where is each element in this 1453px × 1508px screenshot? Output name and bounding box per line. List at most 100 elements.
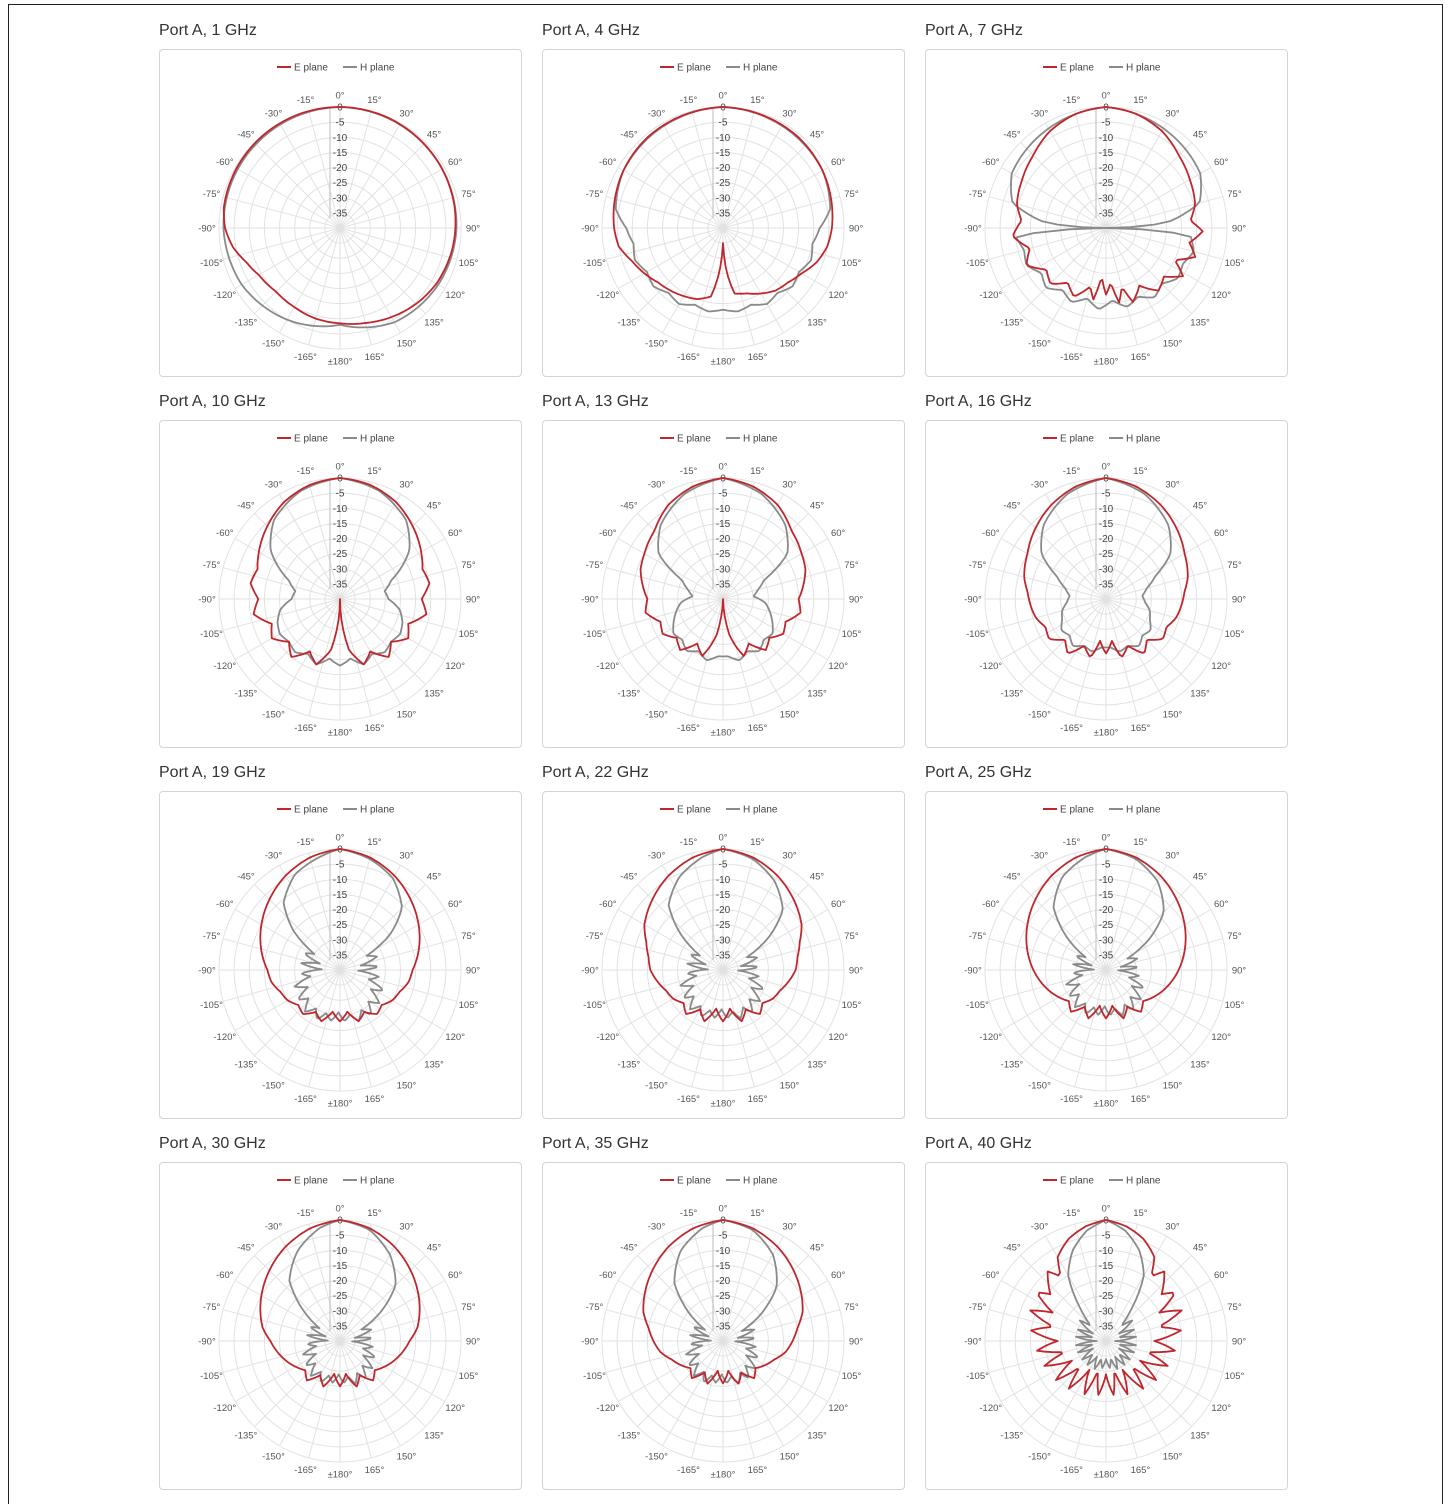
angle-tick-label: 120° [828, 290, 848, 301]
grid-spoke [691, 1340, 724, 1459]
grid-spoke [662, 1235, 724, 1342]
grid-spoke [722, 567, 841, 600]
angle-tick-label: 150° [1163, 1081, 1183, 1092]
angle-tick-label: -150° [262, 339, 285, 350]
grid-spoke [662, 1340, 724, 1447]
grid-spoke [339, 122, 401, 229]
angle-tick-label: 45° [427, 129, 442, 140]
angle-tick-label: -165° [1060, 352, 1083, 363]
angle-tick-label: 30° [399, 1221, 414, 1232]
angle-tick-label: 15° [750, 466, 765, 477]
series-e-plane [249, 477, 431, 666]
legend: E plane H plane [1043, 63, 1161, 74]
grid-spoke [254, 1340, 341, 1427]
grid-spoke [1105, 227, 1167, 334]
radial-tick-label: -30 [1099, 1306, 1114, 1317]
angle-tick-label: -105° [583, 258, 606, 269]
angle-tick-label: -135° [1001, 1431, 1024, 1442]
grid-spoke [637, 142, 724, 229]
grid-spoke [722, 938, 841, 971]
angle-tick-label: -165° [677, 352, 700, 363]
angle-tick-label: -60° [982, 1270, 1000, 1281]
grid-spoke [722, 852, 755, 971]
angle-tick-label: -75° [969, 931, 987, 942]
angle-tick-label: ±180° [328, 1099, 353, 1110]
polar-chart: E plane H plane 0° 15° 30° 45° 60° 75° 90° 105° 12… [198, 63, 480, 368]
grid-spoke [637, 969, 724, 1056]
angle-tick-label: -30° [265, 1221, 283, 1232]
grid-spoke [222, 598, 341, 631]
angle-tick-label: 60° [448, 157, 463, 168]
angle-tick-label: -90° [198, 966, 216, 977]
legend-label-e-plane: E plane [294, 805, 328, 816]
grid-spoke [617, 1280, 724, 1342]
angle-tick-label: 135° [807, 689, 827, 700]
grid-spoke [1020, 513, 1107, 600]
grid-spoke [308, 481, 341, 600]
grid-spoke [1105, 481, 1138, 600]
grid-spoke [722, 1340, 755, 1459]
angle-tick-label: -135° [235, 689, 258, 700]
grid-spoke [1105, 142, 1192, 229]
legend: E plane H plane [660, 63, 778, 74]
angle-tick-label: -45° [620, 500, 638, 511]
grid-spoke [1105, 598, 1192, 685]
grid-spoke [1105, 598, 1224, 631]
grid-spoke [1105, 227, 1224, 260]
angle-tick-label: 150° [397, 1081, 417, 1092]
polar-grid [601, 106, 845, 350]
radial-tick-label: -15 [1099, 1261, 1114, 1272]
grid-spoke [637, 598, 724, 685]
grid-spoke [722, 167, 829, 229]
grid-spoke [637, 513, 724, 600]
angle-tick-label: -15° [1063, 95, 1081, 106]
grid-spoke [234, 1280, 341, 1342]
grid-spoke [605, 969, 724, 1002]
angle-tick-label: -105° [966, 1371, 989, 1382]
angle-tick-label: -150° [645, 710, 668, 721]
series-e-plane [259, 848, 421, 1023]
grid-spoke [1105, 110, 1138, 229]
angle-tick-label: ±180° [1094, 357, 1119, 368]
angle-tick-label: -120° [596, 661, 619, 672]
grid-spoke [722, 1340, 829, 1402]
radial-tick-label: 0 [720, 103, 726, 114]
grid-spoke [722, 1340, 809, 1427]
radial-tick-label: 0 [720, 845, 726, 856]
grid-spoke [1000, 167, 1107, 229]
radial-tick-label: -25 [333, 1291, 348, 1302]
grid-spoke [1074, 852, 1107, 971]
polar-chart-panel: Port A, 35 GHz E plane H plane 0° 15° 30° 45° 6… [542, 1135, 905, 1506]
radial-tick-label: -20 [1099, 163, 1114, 174]
grid-spoke [1045, 969, 1107, 1076]
angle-tick-label: 30° [782, 850, 797, 861]
grid-spoke [1105, 1309, 1224, 1342]
grid-spoke [691, 1223, 724, 1342]
angle-tick-label: -105° [966, 1000, 989, 1011]
chart-box: E plane H plane 0° 15° 30° 45° 60° 75° 90° 105° 12… [159, 791, 522, 1119]
angle-tick-label: -45° [620, 129, 638, 140]
radial-tick-label: -25 [1099, 920, 1114, 931]
angle-tick-label: -15° [297, 95, 315, 106]
grid-spoke [339, 227, 372, 346]
angle-tick-label: -120° [213, 1403, 236, 1414]
grid-spoke [339, 969, 458, 1002]
radial-tick-label: -30 [716, 1306, 731, 1317]
angle-tick-label: -150° [1028, 339, 1051, 350]
angle-tick-label: 120° [1211, 661, 1231, 672]
grid-spoke [722, 598, 841, 631]
grid-spoke [1020, 142, 1107, 229]
angle-tick-label: 120° [445, 1403, 465, 1414]
angle-tick-label: 135° [424, 689, 444, 700]
grid-spoke [308, 227, 341, 346]
radial-tick-label: 0 [337, 845, 343, 856]
angle-tick-label: -75° [203, 931, 221, 942]
grid-spoke [339, 167, 446, 229]
grid-spoke [722, 110, 755, 229]
grid-spoke [1105, 1340, 1192, 1427]
angle-tick-label: 150° [780, 339, 800, 350]
grid-spoke [722, 1255, 809, 1342]
grid-spoke [722, 493, 784, 600]
polar-chart-panel: Port A, 16 GHz E plane H plane 0° 15° 30° 45° 6… [925, 393, 1288, 764]
angle-tick-label: -90° [964, 966, 982, 977]
